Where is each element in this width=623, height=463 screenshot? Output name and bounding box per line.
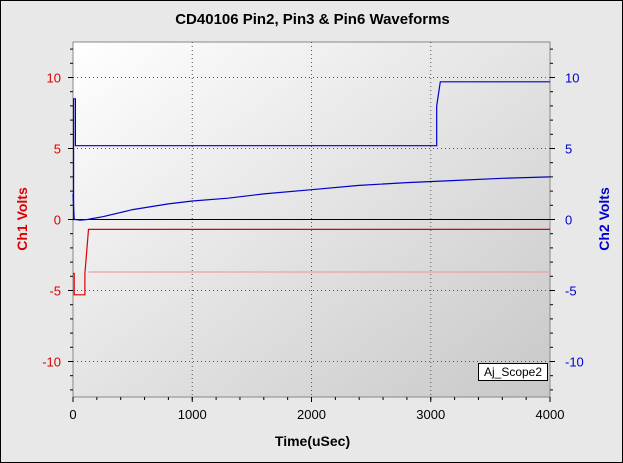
y-right-tick-label: 5 xyxy=(565,142,572,157)
x-axis-label: Time(uSec) xyxy=(274,433,351,449)
y-left-tick-label: -10 xyxy=(42,355,61,370)
ch2-ramp-trace xyxy=(72,176,551,221)
y-right-tick-label: 10 xyxy=(565,71,579,86)
x-tick-label: 0 xyxy=(69,407,76,422)
ch1-main-trace xyxy=(73,228,550,296)
x-tick-label: 4000 xyxy=(536,407,565,422)
x-tick-label: 1000 xyxy=(178,407,207,422)
x-tick-label: 3000 xyxy=(416,407,445,422)
chart-title: CD40106 Pin2, Pin3 & Pin6 Waveforms xyxy=(175,11,450,28)
y-right-tick-label: -10 xyxy=(565,355,584,370)
y-left-tick-label: 5 xyxy=(54,142,61,157)
y-left-tick-label: 10 xyxy=(47,71,61,86)
y-left-tick-label: 0 xyxy=(54,213,61,228)
y-right-tick-label: -5 xyxy=(565,284,577,299)
scope-annotation: Aj_Scope2 xyxy=(478,363,548,381)
ch2-square-trace xyxy=(72,81,550,221)
x-tick-label: 2000 xyxy=(297,407,326,422)
y-left-tick-label: -5 xyxy=(49,284,61,299)
y-right-tick-label: 0 xyxy=(565,213,572,228)
